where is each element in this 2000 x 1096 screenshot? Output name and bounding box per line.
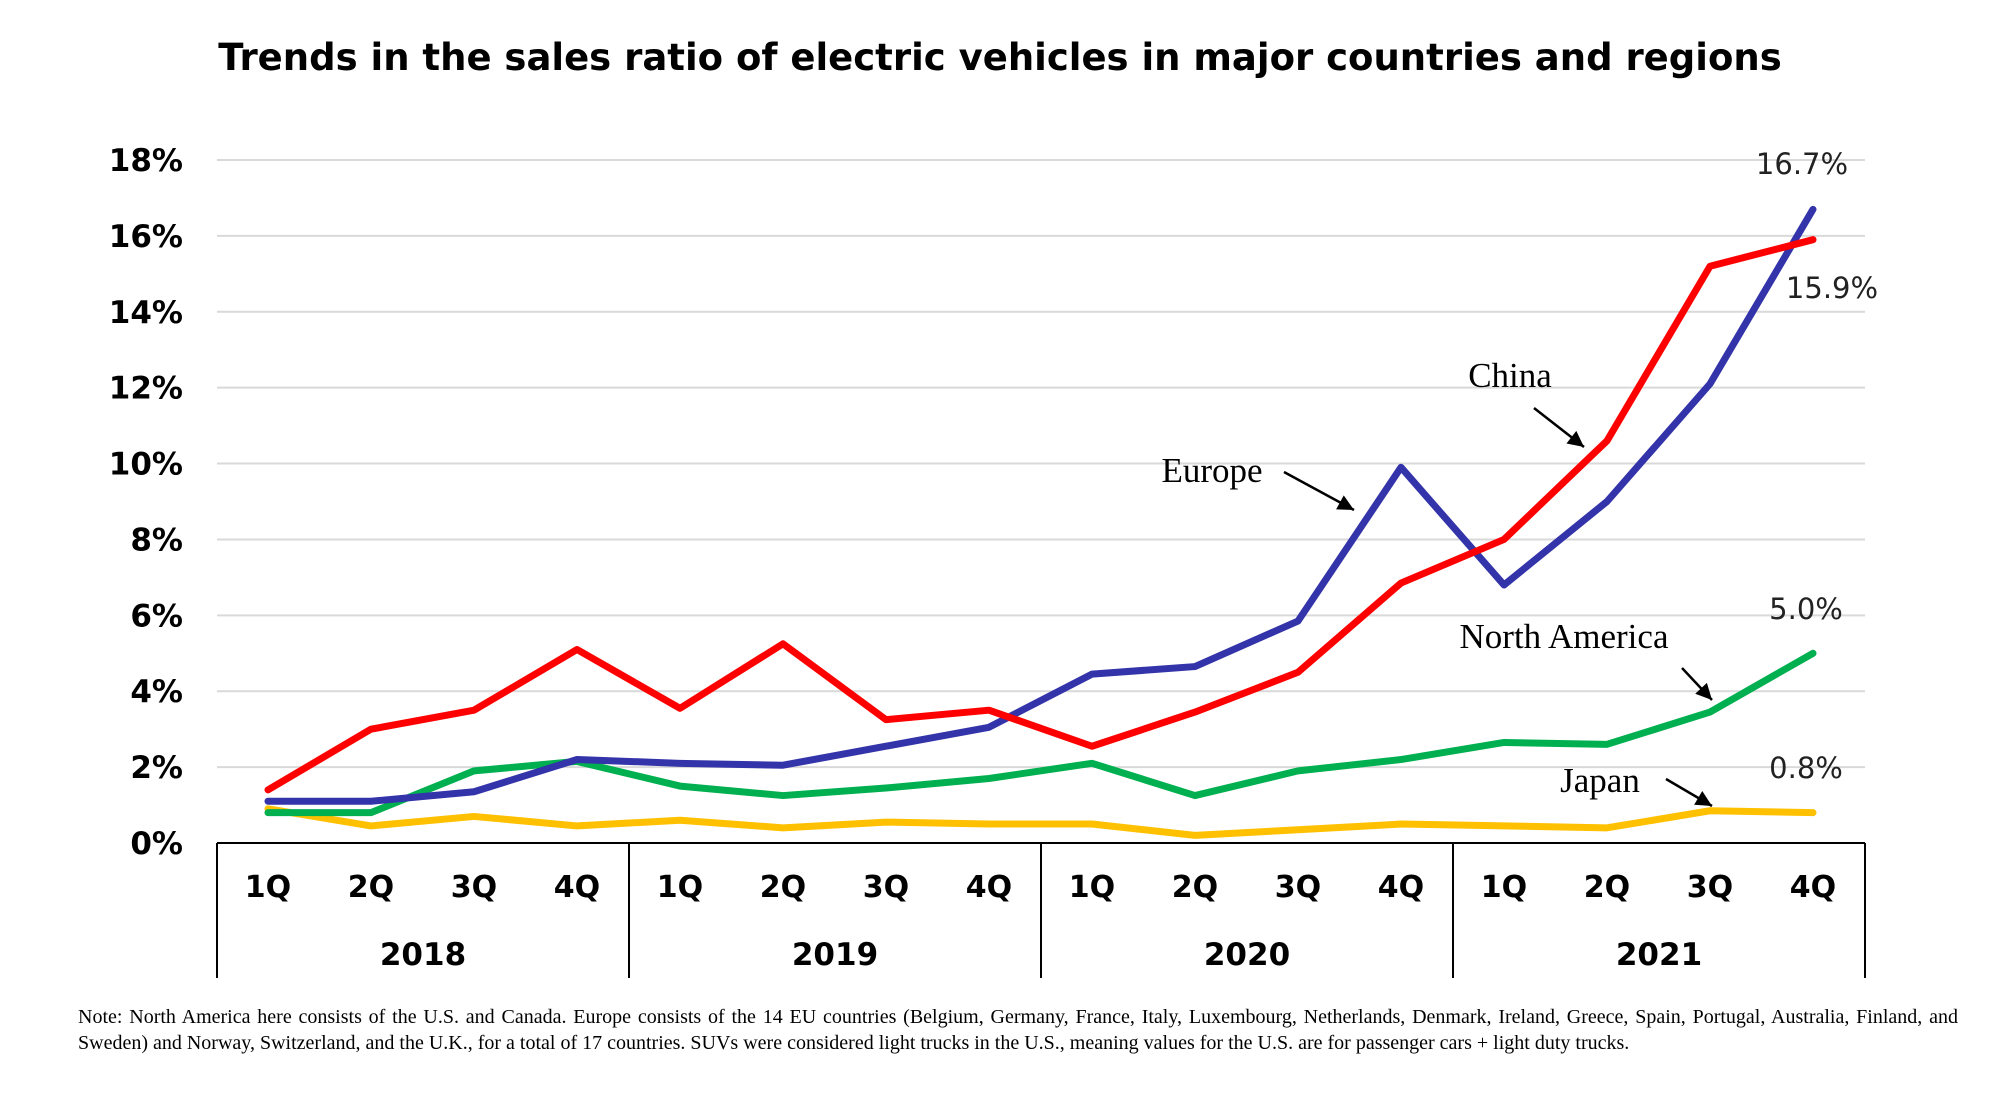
y-tick-label: 18% xyxy=(109,143,183,179)
arrow-head-north-america xyxy=(1695,682,1712,700)
quarter-label: 4Q xyxy=(966,870,1012,905)
year-label: 2020 xyxy=(1204,937,1290,973)
y-tick-label: 8% xyxy=(130,522,183,558)
arrow-head-china xyxy=(1566,430,1584,447)
x-axis: 1Q 2Q 3Q 4Q 1Q 2Q 3Q 4Q 1Q 2Q 3Q 4Q 1Q 2Q 3Q 4Q 2018 2019… xyxy=(216,842,1866,978)
quarter-label: 2Q xyxy=(760,870,806,905)
quarter-label: 3Q xyxy=(863,870,909,905)
arrow-head-europe xyxy=(1336,495,1354,510)
arrow-head-japan xyxy=(1694,791,1712,806)
end-label-china: 15.9% xyxy=(1786,271,1878,305)
y-tick-label: 4% xyxy=(130,674,183,710)
end-label-japan: 0.8% xyxy=(1769,751,1843,785)
year-label: 2018 xyxy=(380,937,466,973)
end-label-north-america: 5.0% xyxy=(1769,592,1843,626)
footnote: Note: North America here consists of the… xyxy=(78,1006,1958,1054)
y-tick-label: 14% xyxy=(109,295,183,331)
series-line-china xyxy=(264,236,1817,794)
quarter-label: 2Q xyxy=(1172,870,1218,905)
quarter-label: 1Q xyxy=(657,870,703,905)
quarter-label: 2Q xyxy=(348,870,394,905)
quarter-label: 1Q xyxy=(1481,870,1527,905)
y-axis-ticks: 0% 2% 4% 6% 8% 10% 12% 14% 16% 18% xyxy=(109,143,183,862)
series-line-north-america xyxy=(264,649,1817,817)
quarter-label: 4Q xyxy=(554,870,600,905)
series-line-japan xyxy=(264,805,1817,839)
ev-sales-line-chart: 0% 2% 4% 6% 8% 10% 12% 14% 16% 18% 1Q 2Q 3Q 4Q 1Q 2Q 3Q… xyxy=(109,143,1878,978)
quarter-label: 2Q xyxy=(1584,870,1630,905)
series-label-japan: Japan xyxy=(1560,761,1640,800)
chart-title: Trends in the sales ratio of electric ve… xyxy=(218,36,1782,79)
y-tick-label: 6% xyxy=(130,598,183,634)
quarter-label: 4Q xyxy=(1790,870,1836,905)
y-tick-label: 10% xyxy=(109,447,183,483)
quarter-label: 3Q xyxy=(1687,870,1733,905)
annotations: 16.7% 15.9% 5.0% 0.8% China Europe North Ameri… xyxy=(1161,147,1878,808)
y-tick-label: 0% xyxy=(130,826,183,862)
y-tick-label: 16% xyxy=(109,219,183,255)
series-line-europe xyxy=(264,205,1817,805)
quarter-label: 1Q xyxy=(1069,870,1115,905)
gridlines xyxy=(217,159,1865,769)
quarter-label: 3Q xyxy=(451,870,497,905)
end-label-europe: 16.7% xyxy=(1756,147,1848,181)
series-label-china: China xyxy=(1468,356,1552,395)
series-label-north-america: North America xyxy=(1460,617,1669,656)
quarter-label: 3Q xyxy=(1275,870,1321,905)
series-label-europe: Europe xyxy=(1161,451,1262,490)
y-tick-label: 12% xyxy=(109,371,183,407)
year-label: 2021 xyxy=(1616,937,1702,973)
quarter-label: 1Q xyxy=(245,870,291,905)
y-tick-label: 2% xyxy=(130,750,183,786)
year-label: 2019 xyxy=(792,937,878,973)
quarter-label: 4Q xyxy=(1378,870,1424,905)
series-lines xyxy=(264,205,1817,839)
